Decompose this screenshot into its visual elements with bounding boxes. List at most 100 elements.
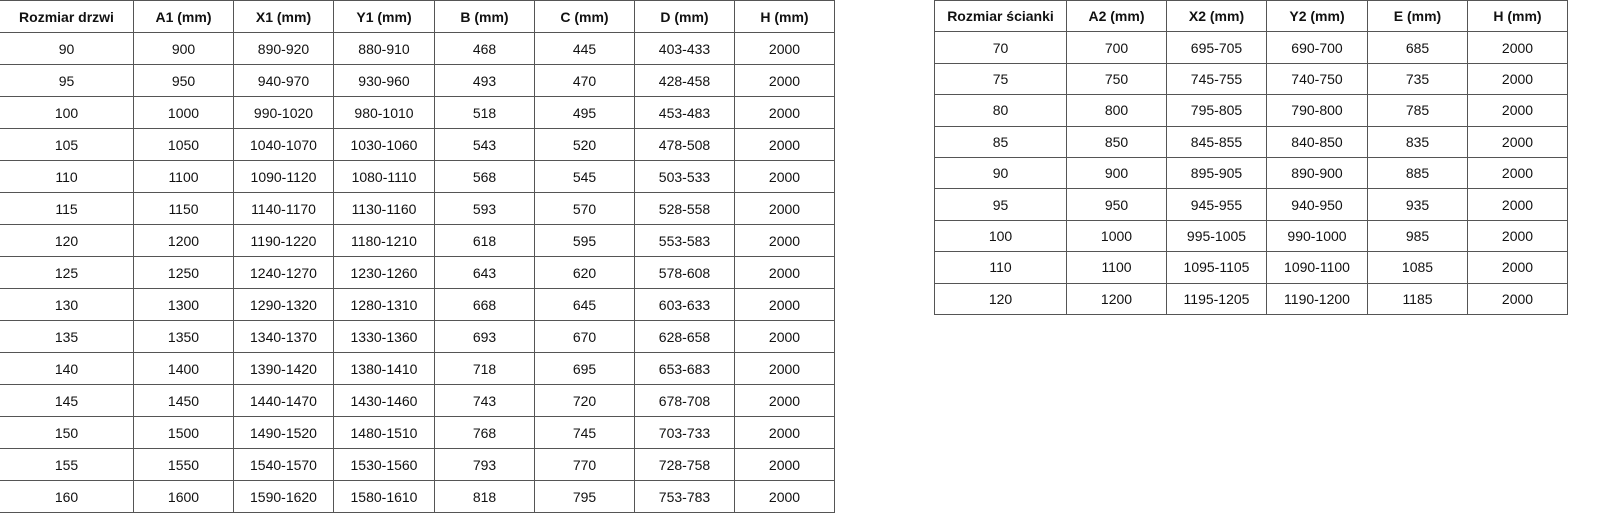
table-cell: 2000 [734, 416, 835, 449]
table-cell: 403-433 [634, 32, 735, 65]
table-cell: 1150 [133, 192, 234, 225]
table-cell: 2000 [734, 352, 835, 385]
table-cell: 2000 [1467, 188, 1568, 221]
table-cell: 478-508 [634, 128, 735, 161]
column-header: B (mm) [434, 0, 535, 33]
table-cell: 720 [534, 384, 635, 417]
table-cell: 75 [934, 62, 1067, 96]
table-cell: 735 [1367, 62, 1468, 96]
table-cell: 1080-1110 [333, 160, 435, 193]
table-cell: 2000 [734, 224, 835, 257]
table-cell: 743 [434, 384, 535, 417]
table-cell: 1500 [133, 416, 234, 449]
table-cell: 900 [1066, 156, 1167, 190]
table-cell: 2000 [734, 288, 835, 321]
table-cell: 2000 [734, 256, 835, 289]
table-row: 95 950 940-970 930-960 493 470 428-458 2000 [0, 64, 835, 97]
table-cell: 695-705 [1166, 31, 1267, 64]
column-header: Rozmiar drzwi [0, 0, 134, 33]
table-row: 110 1100 1095-1105 1090-1100 1085 2000 [934, 251, 1568, 284]
table-cell: 155 [0, 448, 134, 481]
table-cell: 135 [0, 320, 134, 353]
table-cell: 945-955 [1166, 188, 1267, 221]
table-cell: 140 [0, 352, 134, 385]
table-cell: 753-783 [634, 480, 735, 513]
table-cell: 750 [1066, 62, 1167, 96]
column-header: E (mm) [1367, 0, 1468, 33]
table-cell: 2000 [1467, 219, 1568, 253]
column-header: A1 (mm) [133, 0, 234, 33]
table-cell: 428-458 [634, 64, 735, 97]
table-cell: 690-700 [1266, 31, 1368, 64]
column-header: X1 (mm) [233, 0, 334, 33]
table-cell: 1550 [133, 448, 234, 481]
table-cell: 940-970 [233, 64, 334, 97]
table-cell: 1300 [133, 288, 234, 321]
table-cell: 593 [434, 192, 535, 225]
table-cell: 1090-1120 [233, 160, 334, 193]
table-cell: 1280-1310 [333, 288, 435, 321]
table-cell: 700 [1066, 31, 1167, 64]
table-row: 135 1350 1340-1370 1330-1360 693 670 628-658 20… [0, 320, 835, 353]
table-cell: 130 [0, 288, 134, 321]
table-cell: 2000 [1467, 125, 1568, 158]
table-cell: 595 [534, 224, 635, 257]
table-cell: 445 [534, 32, 635, 65]
table-cell: 620 [534, 256, 635, 289]
table-cell: 980-1010 [333, 96, 435, 129]
table-cell: 2000 [734, 384, 835, 417]
table-cell: 1030-1060 [333, 128, 435, 161]
table-cell: 80 [934, 94, 1067, 127]
table-cell: 1590-1620 [233, 480, 334, 513]
table-cell: 768 [434, 416, 535, 449]
table-cell: 950 [133, 64, 234, 97]
table-cell: 1100 [1066, 251, 1167, 284]
table-cell: 520 [534, 128, 635, 161]
table-cell: 468 [434, 32, 535, 65]
table-cell: 120 [0, 224, 134, 257]
table-cell: 695 [534, 352, 635, 385]
table-row: 100 1000 990-1020 980-1010 518 495 453-483 2000 [0, 96, 835, 129]
table-cell: 2000 [734, 160, 835, 193]
table-cell: 670 [534, 320, 635, 353]
table-cell: 1200 [1066, 282, 1167, 315]
table-cell: 1490-1520 [233, 416, 334, 449]
table-cell: 115 [0, 192, 134, 225]
table-cell: 1085 [1367, 251, 1468, 284]
table-cell: 2000 [734, 128, 835, 161]
table-cell: 1290-1320 [233, 288, 334, 321]
table-row: 150 1500 1490-1520 1480-1510 768 745 703-733 20… [0, 416, 835, 449]
table-cell: 2000 [1467, 31, 1568, 64]
table-cell: 1380-1410 [333, 352, 435, 385]
table-cell: 125 [0, 256, 134, 289]
table-row: 160 1600 1590-1620 1580-1610 818 795 753-783 20… [0, 480, 835, 513]
table-cell: 618 [434, 224, 535, 257]
column-header: Rozmiar ścianki [934, 0, 1067, 33]
table-cell: 693 [434, 320, 535, 353]
table-cell: 1580-1610 [333, 480, 435, 513]
table-cell: 950 [1066, 188, 1167, 221]
table-row: 80 800 795-805 790-800 785 2000 [934, 94, 1568, 127]
table-cell: 800 [1066, 94, 1167, 127]
table-cell: 568 [434, 160, 535, 193]
table-row: 115 1150 1140-1170 1130-1160 593 570 528-558 20… [0, 192, 835, 225]
table-cell: 90 [934, 156, 1067, 190]
table-row: 75 750 745-755 740-750 735 2000 [934, 62, 1568, 96]
table-cell: 1480-1510 [333, 416, 435, 449]
table-cell: 570 [534, 192, 635, 225]
table-cell: 495 [534, 96, 635, 129]
table-cell: 895-905 [1166, 156, 1267, 190]
table-row: 110 1100 1090-1120 1080-1110 568 545 503-533 20… [0, 160, 835, 193]
table-row: 95 950 945-955 940-950 935 2000 [934, 188, 1568, 221]
table-cell: 100 [0, 96, 134, 129]
table-cell: 1185 [1367, 282, 1468, 315]
table-cell: 2000 [734, 96, 835, 129]
table-cell: 85 [934, 125, 1067, 158]
table-cell: 1095-1105 [1166, 251, 1267, 284]
table-cell: 2000 [734, 320, 835, 353]
wall-size-table: Rozmiar ścianki A2 (mm) X2 (mm) Y2 (mm) E (m… [934, 0, 1568, 315]
column-header: X2 (mm) [1166, 0, 1267, 33]
table-cell: 1180-1210 [333, 224, 435, 257]
table-cell: 1195-1205 [1166, 282, 1267, 315]
table-cell: 1040-1070 [233, 128, 334, 161]
